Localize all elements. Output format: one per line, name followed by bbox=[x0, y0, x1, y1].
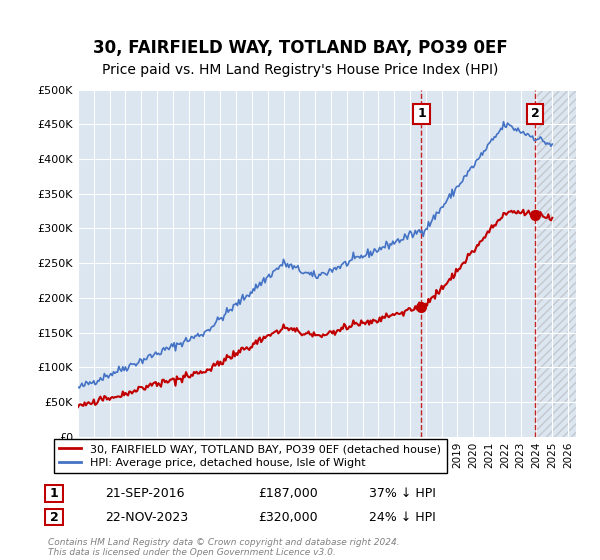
Text: £187,000: £187,000 bbox=[258, 487, 318, 501]
Text: Contains HM Land Registry data © Crown copyright and database right 2024.
This d: Contains HM Land Registry data © Crown c… bbox=[48, 538, 400, 557]
FancyBboxPatch shape bbox=[46, 486, 63, 502]
Bar bbox=[535, 90, 576, 437]
Text: 1: 1 bbox=[50, 487, 59, 500]
Text: £320,000: £320,000 bbox=[258, 511, 317, 524]
Text: Price paid vs. HM Land Registry's House Price Index (HPI): Price paid vs. HM Land Registry's House … bbox=[102, 63, 498, 77]
Text: 22-NOV-2023: 22-NOV-2023 bbox=[105, 511, 188, 524]
Text: 37% ↓ HPI: 37% ↓ HPI bbox=[369, 487, 436, 501]
Text: 1: 1 bbox=[417, 108, 426, 120]
Text: 24% ↓ HPI: 24% ↓ HPI bbox=[369, 511, 436, 524]
Text: 21-SEP-2016: 21-SEP-2016 bbox=[105, 487, 185, 501]
FancyBboxPatch shape bbox=[46, 509, 63, 525]
Text: 30, FAIRFIELD WAY, TOTLAND BAY, PO39 0EF: 30, FAIRFIELD WAY, TOTLAND BAY, PO39 0EF bbox=[92, 39, 508, 57]
Legend: 30, FAIRFIELD WAY, TOTLAND BAY, PO39 0EF (detached house), HPI: Average price, d: 30, FAIRFIELD WAY, TOTLAND BAY, PO39 0EF… bbox=[53, 438, 447, 473]
Text: 2: 2 bbox=[50, 511, 59, 524]
Text: 2: 2 bbox=[530, 108, 539, 120]
